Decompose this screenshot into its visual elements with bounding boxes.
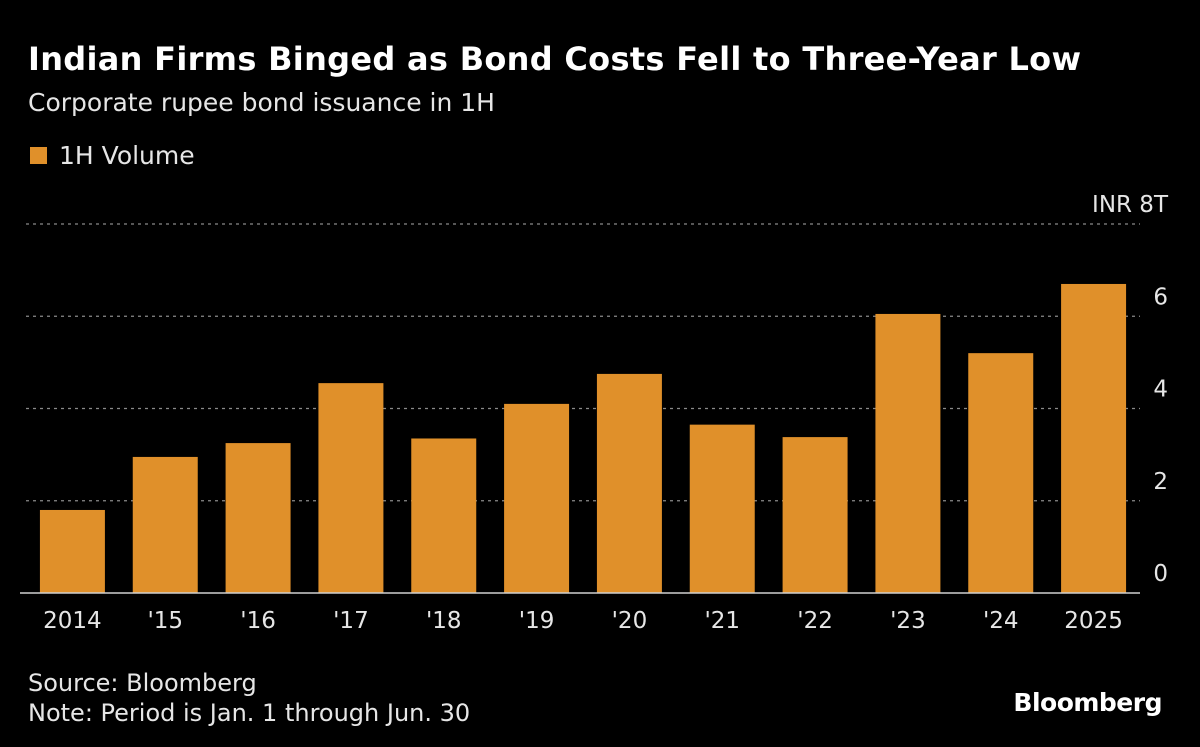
legend: 1H Volume <box>30 141 195 170</box>
legend-label: 1H Volume <box>59 141 195 170</box>
footer: Source: Bloomberg Note: Period is Jan. 1… <box>28 668 470 728</box>
x-tick-label: 2014 <box>43 608 102 634</box>
period-note: Note: Period is Jan. 1 through Jun. 30 <box>28 699 471 727</box>
source-note: Source: Bloomberg <box>28 669 257 697</box>
bar <box>596 373 662 593</box>
x-tick-label: '21 <box>704 608 740 634</box>
y-tick-label: 0 <box>1153 561 1168 587</box>
x-tick-label: '19 <box>519 608 555 634</box>
x-tick-label: '23 <box>890 608 926 634</box>
x-tick-label: '18 <box>426 608 462 634</box>
y-tick-label: 4 <box>1153 377 1168 403</box>
chart-subtitle: Corporate rupee bond issuance in 1H <box>28 88 495 117</box>
bar <box>504 403 570 593</box>
bar <box>39 509 105 593</box>
bloomberg-logo: Bloomberg <box>1013 688 1162 717</box>
x-tick-label: 2025 <box>1064 608 1123 634</box>
y-tick-label: INR 8T <box>1092 192 1169 218</box>
bar <box>1061 283 1127 593</box>
chart-title: Indian Firms Binged as Bond Costs Fell t… <box>28 40 1082 78</box>
bar <box>132 456 198 593</box>
bar <box>225 443 291 593</box>
x-tick-label: '16 <box>240 608 276 634</box>
x-tick-label: '15 <box>147 608 183 634</box>
x-axis-ticks: 2014 '15 '16 '17 '18 '19 '20 '21 '22 '23 '24 2025 <box>43 608 1123 634</box>
x-tick-label: '24 <box>983 608 1019 634</box>
bar <box>782 437 848 593</box>
bar <box>968 353 1034 593</box>
x-tick-label: '22 <box>797 608 833 634</box>
y-axis-ticks: 0 2 4 6 INR 8T <box>1092 192 1169 587</box>
x-tick-label: '17 <box>333 608 369 634</box>
y-tick-label: 6 <box>1153 284 1168 310</box>
x-tick-label: '20 <box>612 608 648 634</box>
bars <box>39 283 1127 593</box>
legend-swatch <box>30 147 47 164</box>
bar <box>875 313 941 593</box>
bar <box>318 383 384 593</box>
y-tick-label: 2 <box>1153 469 1168 495</box>
bar <box>411 438 477 593</box>
bar <box>689 424 755 593</box>
